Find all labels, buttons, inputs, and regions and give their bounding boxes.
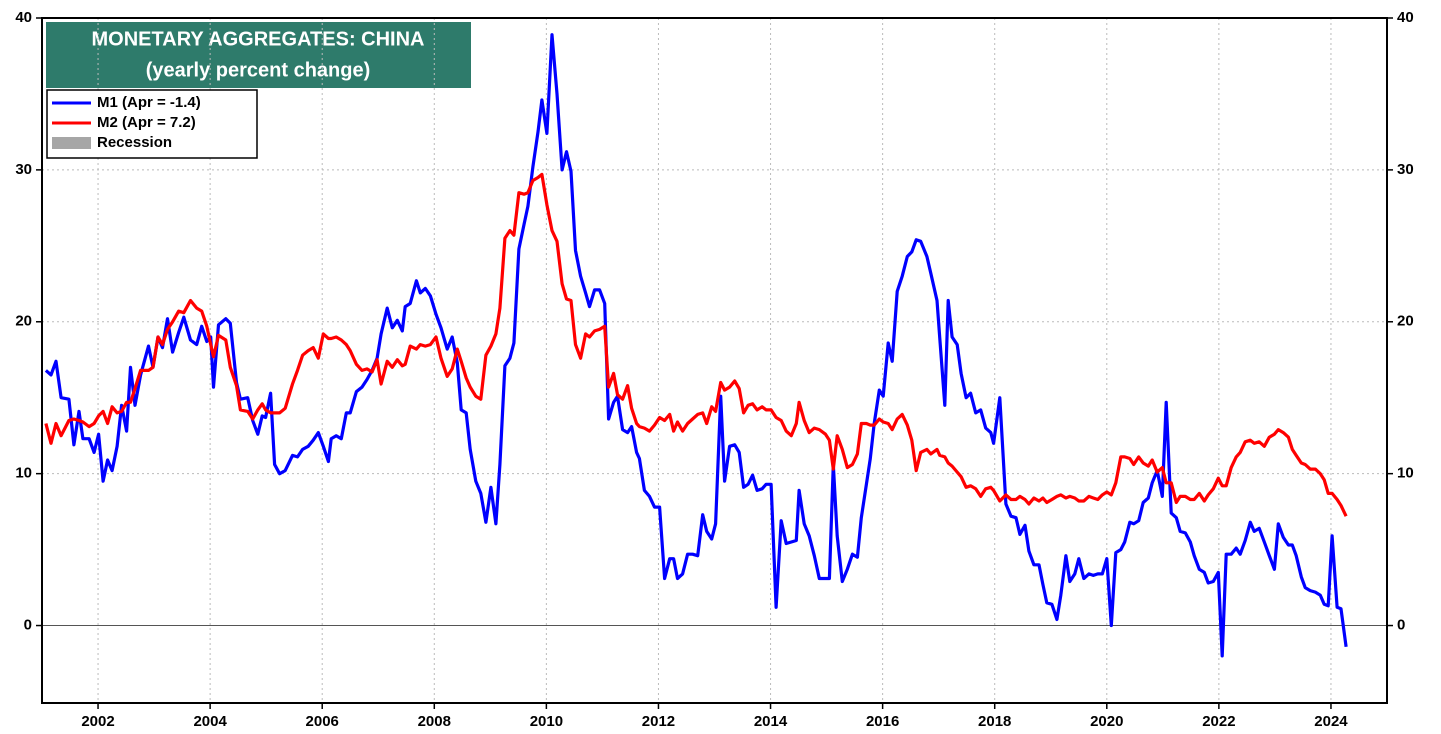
legend-label: M2 (Apr = 7.2)	[97, 114, 196, 131]
x-tick-label: 2018	[978, 713, 1011, 730]
chart-subtitle: (yearly percent change)	[146, 59, 371, 81]
x-tick-label: 2006	[306, 713, 339, 730]
y-tick-label: 40	[15, 9, 32, 26]
x-tick-label: 2014	[754, 713, 788, 730]
y-tick-label: 10	[15, 465, 32, 482]
y2-tick-label: 30	[1397, 161, 1414, 178]
y-tick-label: 20	[15, 313, 32, 330]
x-tick-label: 2024	[1314, 713, 1348, 730]
x-tick-label: 2012	[642, 713, 675, 730]
y2-tick-label: 10	[1397, 465, 1414, 482]
y2-tick-label: 20	[1397, 313, 1414, 330]
x-tick-label: 2020	[1090, 713, 1123, 730]
y2-tick-label: 0	[1397, 617, 1405, 634]
legend-label: Recession	[97, 134, 172, 151]
y-tick-label: 30	[15, 161, 32, 178]
title-box	[46, 22, 471, 88]
series-line	[44, 172, 1348, 517]
y-tick-label: 0	[24, 617, 32, 634]
x-tick-label: 2022	[1202, 713, 1235, 730]
x-tick-label: 2002	[81, 713, 114, 730]
plot-frame	[41, 17, 1388, 704]
legend-label: M1 (Apr = -1.4)	[97, 94, 201, 111]
series-line	[44, 33, 1348, 658]
chart-title: MONETARY AGGREGATES: CHINA	[92, 28, 425, 50]
legend-swatch	[52, 137, 91, 149]
y2-tick-label: 40	[1397, 9, 1414, 26]
x-tick-label: 2008	[418, 713, 451, 730]
x-tick-label: 2004	[193, 713, 227, 730]
x-tick-label: 2016	[866, 713, 899, 730]
x-tick-label: 2010	[530, 713, 563, 730]
